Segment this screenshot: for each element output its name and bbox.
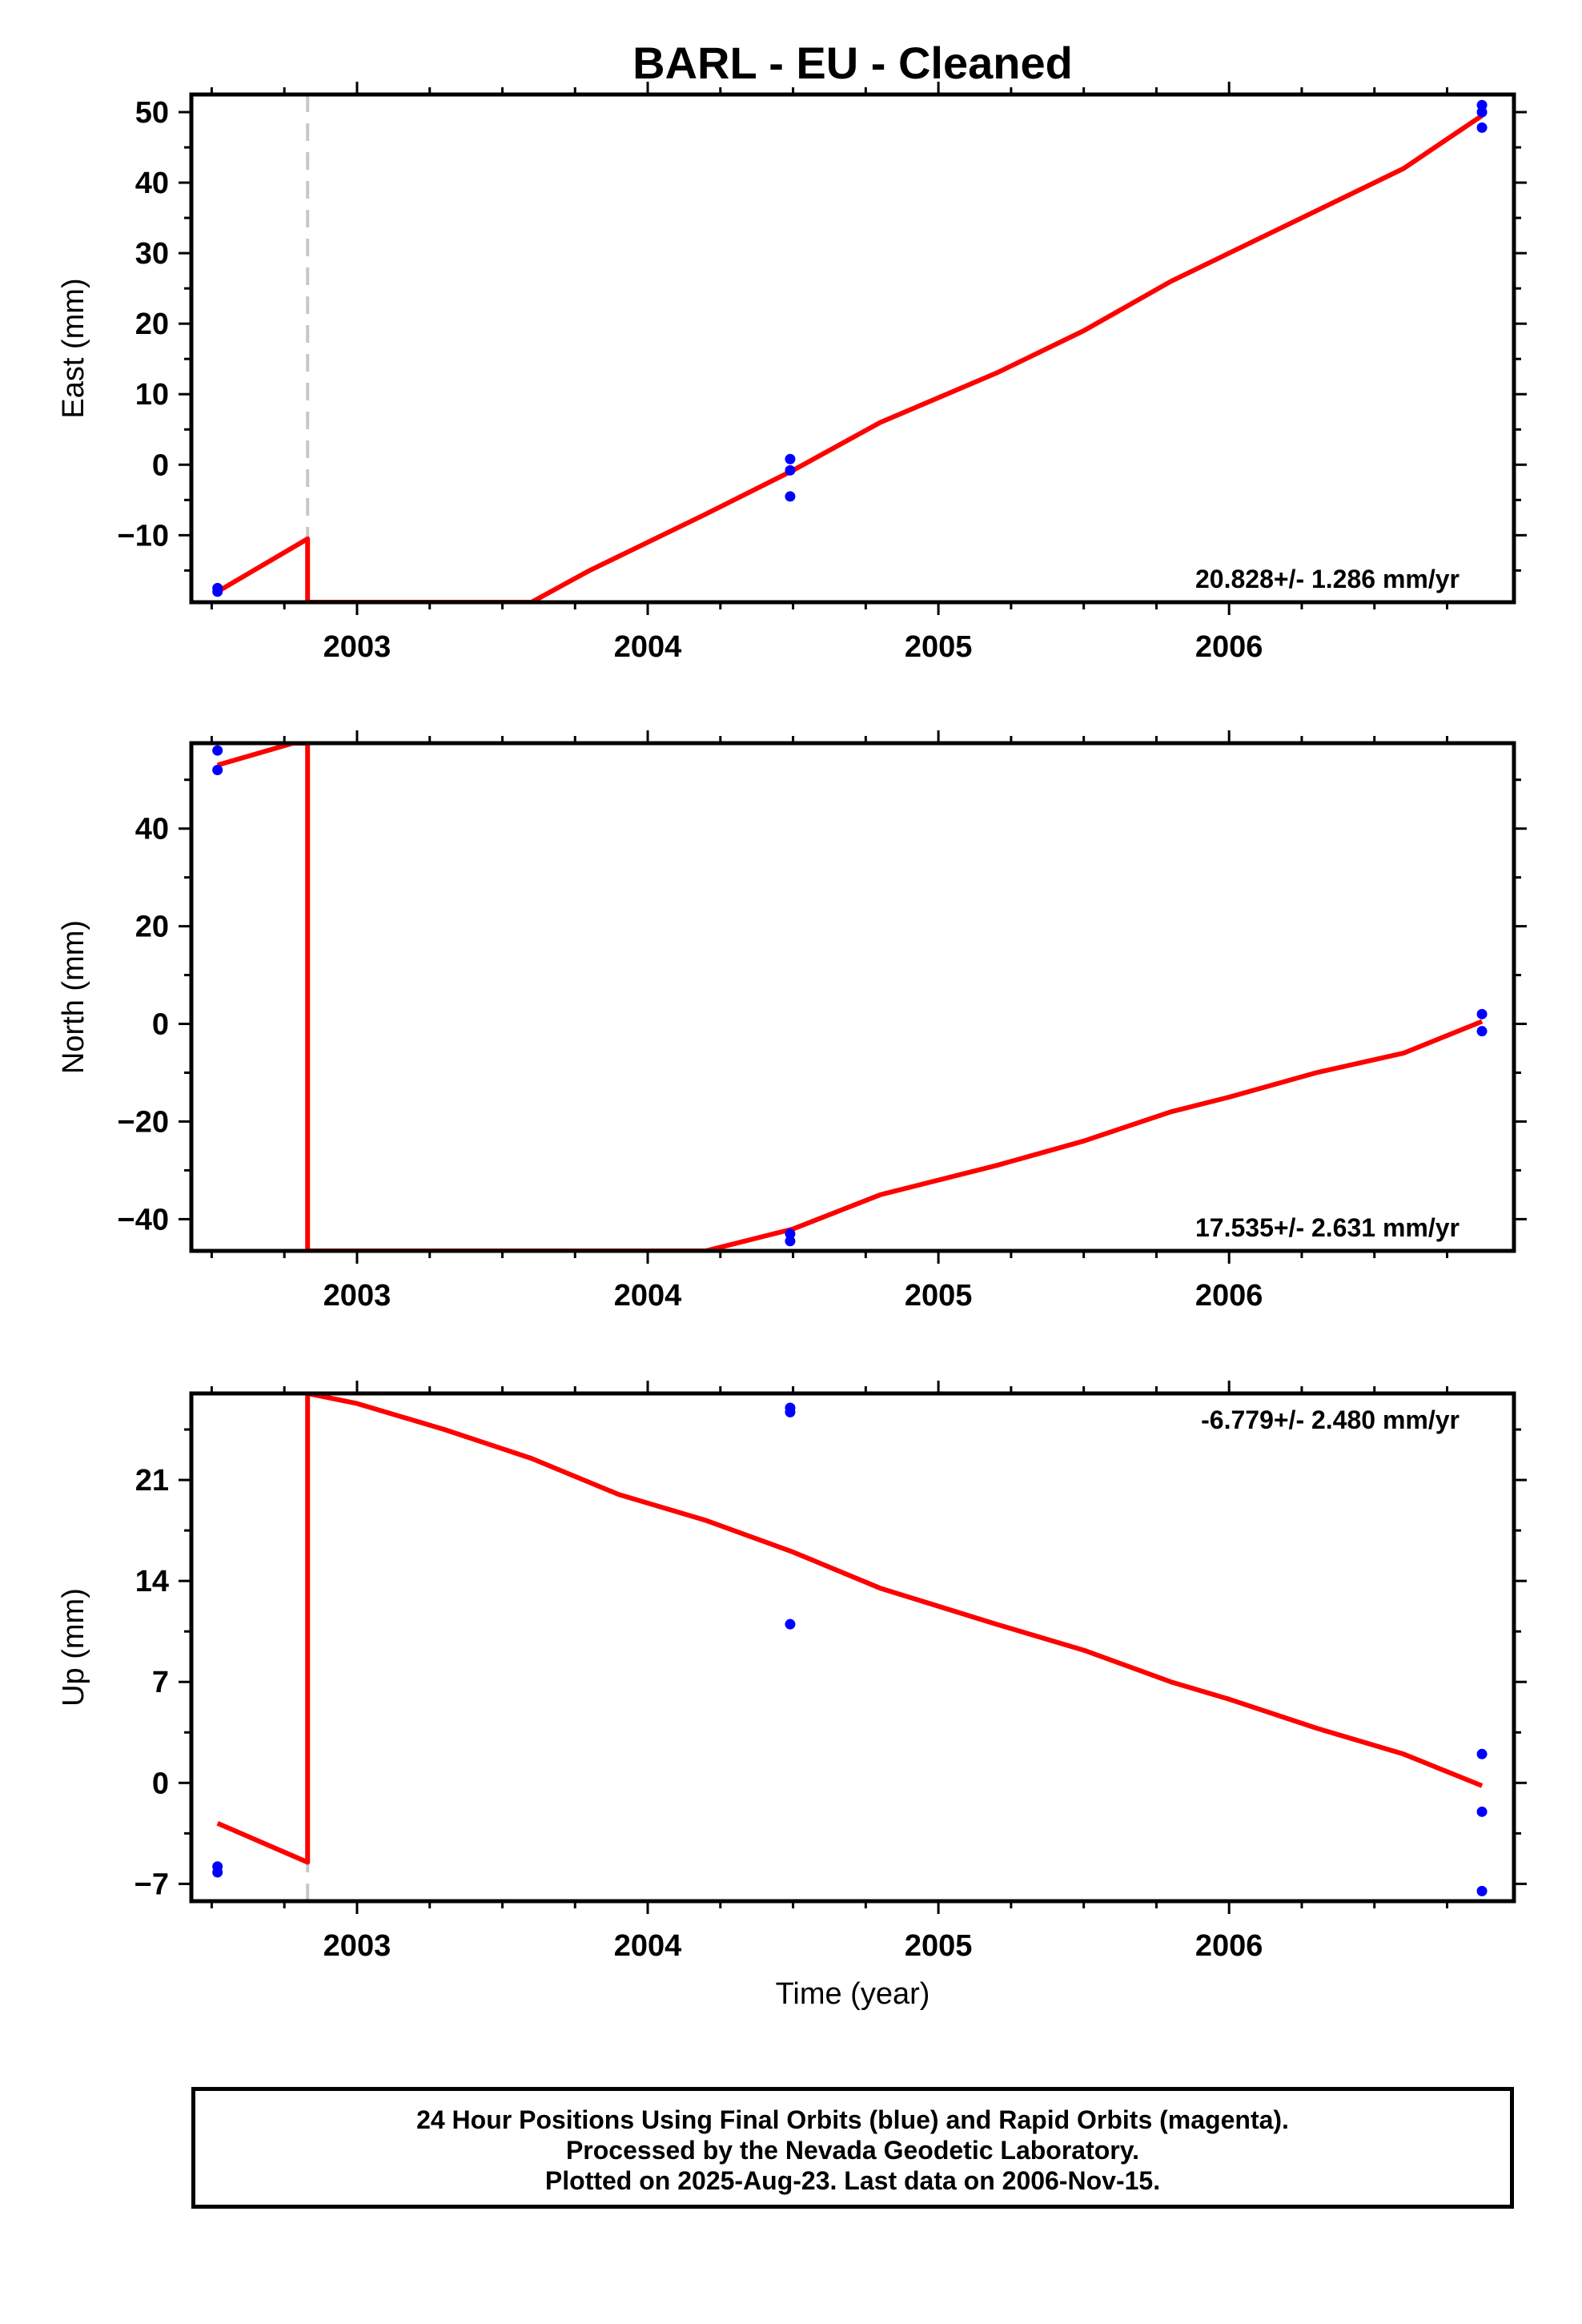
north-xtick-label-2006: 2006 bbox=[1195, 1279, 1263, 1313]
north-data-point-1 bbox=[212, 765, 223, 776]
up-ytick-label-7: 7 bbox=[152, 1666, 169, 1699]
north-data-point-0 bbox=[212, 745, 223, 756]
east-fit-line bbox=[216, 113, 1484, 602]
up-data-point-1 bbox=[212, 1867, 223, 1878]
north-data-point-5 bbox=[1476, 1026, 1488, 1037]
up-xtick-label-2005: 2005 bbox=[905, 1929, 973, 1963]
north-ytick-label-40: 40 bbox=[135, 813, 169, 846]
up-ytick-label-21: 21 bbox=[135, 1464, 169, 1498]
north-data-point-2 bbox=[785, 1228, 796, 1240]
up-xtick-label-2003: 2003 bbox=[323, 1929, 391, 1963]
east-data-point-6 bbox=[1476, 107, 1488, 118]
east-xtick-label-2004: 2004 bbox=[614, 630, 682, 664]
north-ylabel: North (mm) bbox=[57, 920, 90, 1074]
footer-line-3: Plotted on 2025-Aug-23. Last data on 200… bbox=[544, 2166, 1161, 2195]
footer-line-1: 24 Hour Positions Using Final Orbits (bl… bbox=[416, 2105, 1289, 2134]
north-xtick-label-2003: 2003 bbox=[323, 1279, 391, 1313]
up-data-point-5 bbox=[1476, 1748, 1488, 1759]
up-rate-label: -6.779+/- 2.480 mm/yr bbox=[1201, 1405, 1460, 1434]
east-data-point-7 bbox=[1476, 122, 1488, 133]
east-ytick-label-50: 50 bbox=[135, 96, 169, 130]
footer-line-2: Processed by the Nevada Geodetic Laborat… bbox=[565, 2136, 1140, 2165]
east-frame bbox=[189, 92, 1516, 605]
up-ytick-label-14: 14 bbox=[135, 1565, 169, 1598]
up-data-point-6 bbox=[1476, 1806, 1488, 1817]
east-data-point-4 bbox=[785, 491, 796, 502]
east-ytick-label-0: 0 bbox=[152, 448, 169, 482]
north-xtick-label-2004: 2004 bbox=[614, 1279, 682, 1313]
north-frame bbox=[189, 741, 1516, 1253]
up-panel: 2003 2004 2005 2006 −7 0 7 14 21 Up (mm) -6.779+/-… bbox=[57, 1381, 1527, 1963]
east-xtick-label-2006: 2006 bbox=[1195, 630, 1263, 664]
east-xtick-label-2005: 2005 bbox=[905, 630, 973, 664]
north-ytick-label-20: 20 bbox=[135, 911, 169, 944]
east-ylabel: East (mm) bbox=[57, 278, 90, 418]
north-data-point-3 bbox=[785, 1236, 796, 1247]
north-data-point-4 bbox=[1476, 1008, 1488, 1019]
up-xtick-label-2004: 2004 bbox=[614, 1929, 682, 1963]
east-ytick-label-30: 30 bbox=[135, 237, 169, 271]
north-rate-label: 17.535+/- 2.631 mm/yr bbox=[1195, 1213, 1460, 1242]
up-data-point-4 bbox=[785, 1618, 796, 1630]
up-data-point-3 bbox=[785, 1406, 796, 1417]
north-xtick-label-2005: 2005 bbox=[905, 1279, 973, 1313]
footer-box: 24 Hour Positions Using Final Orbits (bl… bbox=[191, 2087, 1514, 2209]
north-ytick-label--40: −40 bbox=[118, 1203, 169, 1236]
up-frame bbox=[189, 1391, 1516, 1904]
up-data-point-7 bbox=[1476, 1885, 1488, 1896]
north-fit-line bbox=[216, 743, 1484, 1251]
north-ytick-label--20: −20 bbox=[118, 1105, 169, 1139]
x-axis-label: Time (year) bbox=[776, 1977, 930, 2011]
east-data-point-1 bbox=[212, 586, 223, 597]
east-ytick-label-40: 40 bbox=[135, 167, 169, 200]
east-panel: 2003 2004 2005 2006 −10 0 10 20 30 40 50 East (mm) 2… bbox=[57, 82, 1527, 664]
east-data-point-2 bbox=[785, 453, 796, 464]
north-ytick-label-0: 0 bbox=[152, 1008, 169, 1042]
up-fit-line bbox=[216, 1393, 1484, 1865]
up-ytick-label--7: −7 bbox=[135, 1868, 169, 1901]
up-xtick-label-2006: 2006 bbox=[1195, 1929, 1263, 1963]
east-data-point-3 bbox=[785, 464, 796, 476]
up-ylabel: Up (mm) bbox=[57, 1588, 90, 1707]
chart-title: BARL - EU - Cleaned bbox=[632, 38, 1073, 88]
east-ytick-label-10: 10 bbox=[135, 378, 169, 412]
east-xtick-label-2003: 2003 bbox=[323, 630, 391, 664]
north-panel: 2003 2004 2005 2006 −40 −20 0 20 40 North (mm) 17.… bbox=[57, 730, 1527, 1313]
east-ytick-label--10: −10 bbox=[118, 519, 169, 553]
up-ytick-label-0: 0 bbox=[152, 1767, 169, 1800]
east-rate-label: 20.828+/- 1.286 mm/yr bbox=[1195, 565, 1460, 593]
east-ytick-label-20: 20 bbox=[135, 308, 169, 341]
